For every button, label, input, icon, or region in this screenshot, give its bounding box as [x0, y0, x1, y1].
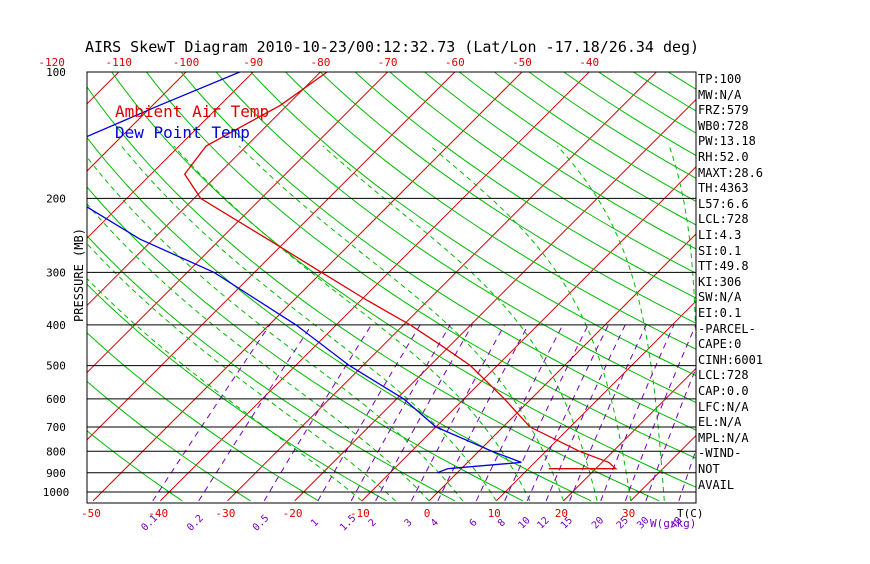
top-temperature-tick-label: -40	[579, 56, 599, 69]
pressure-tick-label: 400	[46, 319, 66, 332]
mixing-ratio-line	[476, 325, 563, 501]
legend-dew-point: Dew Point Temp	[115, 123, 250, 142]
index-value: EI:0.1	[698, 306, 741, 320]
bottom-temperature-tick-label: -30	[215, 507, 235, 520]
dry-adiabat-line	[414, 63, 870, 501]
moist-adiabat-line	[42, 146, 429, 501]
dry-adiabat-line	[791, 63, 870, 501]
top-temperature-tick-label: -70	[378, 56, 398, 69]
isotherm-line	[496, 63, 870, 501]
index-value: LCL:728	[698, 212, 749, 226]
mixing-ratio-tick-label: 2	[367, 517, 379, 529]
pressure-tick-label: 500	[46, 360, 66, 373]
pressure-tick-label: 600	[46, 393, 66, 406]
legend-air-temp: Ambient Air Temp	[115, 102, 269, 121]
moist-adiabat-line	[430, 146, 630, 501]
index-value: SI:0.1	[698, 244, 741, 258]
mixing-ratio-axis-unit: W(g/kg)	[650, 517, 696, 530]
dry-adiabat-line	[482, 63, 870, 501]
index-value: KI:306	[698, 275, 741, 289]
top-temperature-tick-label: -100	[173, 56, 200, 69]
dry-adiabat-line	[311, 63, 870, 501]
mixing-ratio-line	[153, 325, 270, 501]
index-value: FRZ:579	[698, 103, 749, 117]
pressure-tick-label: 300	[46, 266, 66, 279]
index-value: CAP:0.0	[698, 384, 749, 398]
mixing-ratio-line	[411, 325, 504, 501]
mixing-ratio-line	[438, 325, 528, 501]
dry-adiabat-line	[859, 63, 870, 501]
top-temperature-tick-label: -120	[38, 56, 65, 69]
index-value: -WIND-	[698, 446, 741, 460]
bottom-temperature-tick-label: -50	[81, 507, 101, 520]
index-value: L57:6.6	[698, 197, 749, 211]
index-value: SW:N/A	[698, 290, 741, 304]
index-value: MW:N/A	[698, 88, 741, 102]
index-value: MAXT:28.6	[698, 166, 763, 180]
isotherm-line	[765, 63, 870, 501]
index-value: TT:49.8	[698, 259, 749, 273]
bottom-temperature-tick-label: -20	[283, 507, 303, 520]
mixing-ratio-line	[601, 325, 674, 501]
index-value: TP:100	[698, 72, 741, 86]
isotherm-line	[429, 63, 867, 501]
isotherm-line	[295, 63, 733, 501]
index-value: LCL:728	[698, 368, 749, 382]
index-value: CAPE:0	[698, 337, 741, 351]
mixing-ratio-tick-label: 12	[535, 515, 551, 531]
isotherm-line	[0, 63, 128, 501]
index-value: MPL:N/A	[698, 431, 749, 445]
top-temperature-tick-label: -90	[243, 56, 263, 69]
mixing-ratio-line	[376, 325, 473, 501]
dry-adiabat-line	[825, 63, 870, 501]
index-value: NOT	[698, 462, 720, 476]
dry-adiabat-line	[756, 63, 870, 501]
bottom-temperature-tick-label: 0	[424, 507, 431, 520]
top-temperature-tick-label: -50	[512, 56, 532, 69]
mixing-ratio-tick-label: 0.5	[251, 513, 272, 534]
isotherm-line	[0, 63, 61, 501]
mixing-ratio-tick-label: 4	[429, 517, 441, 529]
index-value: LFC:N/A	[698, 400, 749, 414]
mixing-ratio-line	[625, 325, 695, 501]
index-value: -PARCEL-	[698, 322, 756, 336]
mixing-ratio-tick-label: 20	[590, 515, 606, 531]
dry-adiabat-line	[379, 63, 870, 501]
index-value: RH:52.0	[698, 150, 749, 164]
mixing-ratio-line	[264, 325, 371, 501]
dry-adiabat-line	[345, 63, 870, 501]
top-temperature-tick-label: -110	[106, 56, 133, 69]
pressure-tick-label: 200	[46, 192, 66, 205]
moist-adiabat-line	[121, 146, 496, 501]
top-temperature-tick-label: -60	[445, 56, 465, 69]
mixing-ratio-tick-label: 3	[403, 517, 415, 529]
index-value: TH:4363	[698, 181, 749, 195]
mixing-ratio-tick-label: 1	[309, 517, 321, 529]
pressure-tick-label: 1000	[43, 486, 70, 499]
mixing-ratio-tick-label: 0.2	[185, 513, 206, 534]
pressure-tick-label: 900	[46, 467, 66, 480]
moist-adiabat-line	[323, 146, 597, 501]
index-value: PW:13.18	[698, 134, 756, 148]
mixing-ratio-line	[546, 325, 625, 501]
chart-title: AIRS SkewT Diagram 2010-10-23/00:12:32.7…	[85, 38, 699, 56]
isotherm-line	[228, 63, 666, 501]
top-temperature-tick-label: -80	[310, 56, 330, 69]
index-value: CINH:6001	[698, 353, 763, 367]
pressure-tick-label: 800	[46, 445, 66, 458]
pressure-tick-label: 700	[46, 421, 66, 434]
y-axis-title: PRESSURE (MB)	[72, 228, 86, 322]
mixing-ratio-line	[318, 325, 420, 501]
index-value: WB0:728	[698, 119, 749, 133]
index-value: AVAIL	[698, 478, 734, 492]
dry-adiabat-line	[654, 63, 870, 501]
index-value: EL:N/A	[698, 415, 741, 429]
moist-adiabat-line	[239, 146, 563, 501]
mixing-ratio-tick-label: 10	[516, 515, 532, 531]
index-value: LI:4.3	[698, 228, 741, 242]
mixing-ratio-tick-label: 6	[468, 517, 480, 529]
mixing-ratio-tick-label: 8	[496, 517, 508, 529]
